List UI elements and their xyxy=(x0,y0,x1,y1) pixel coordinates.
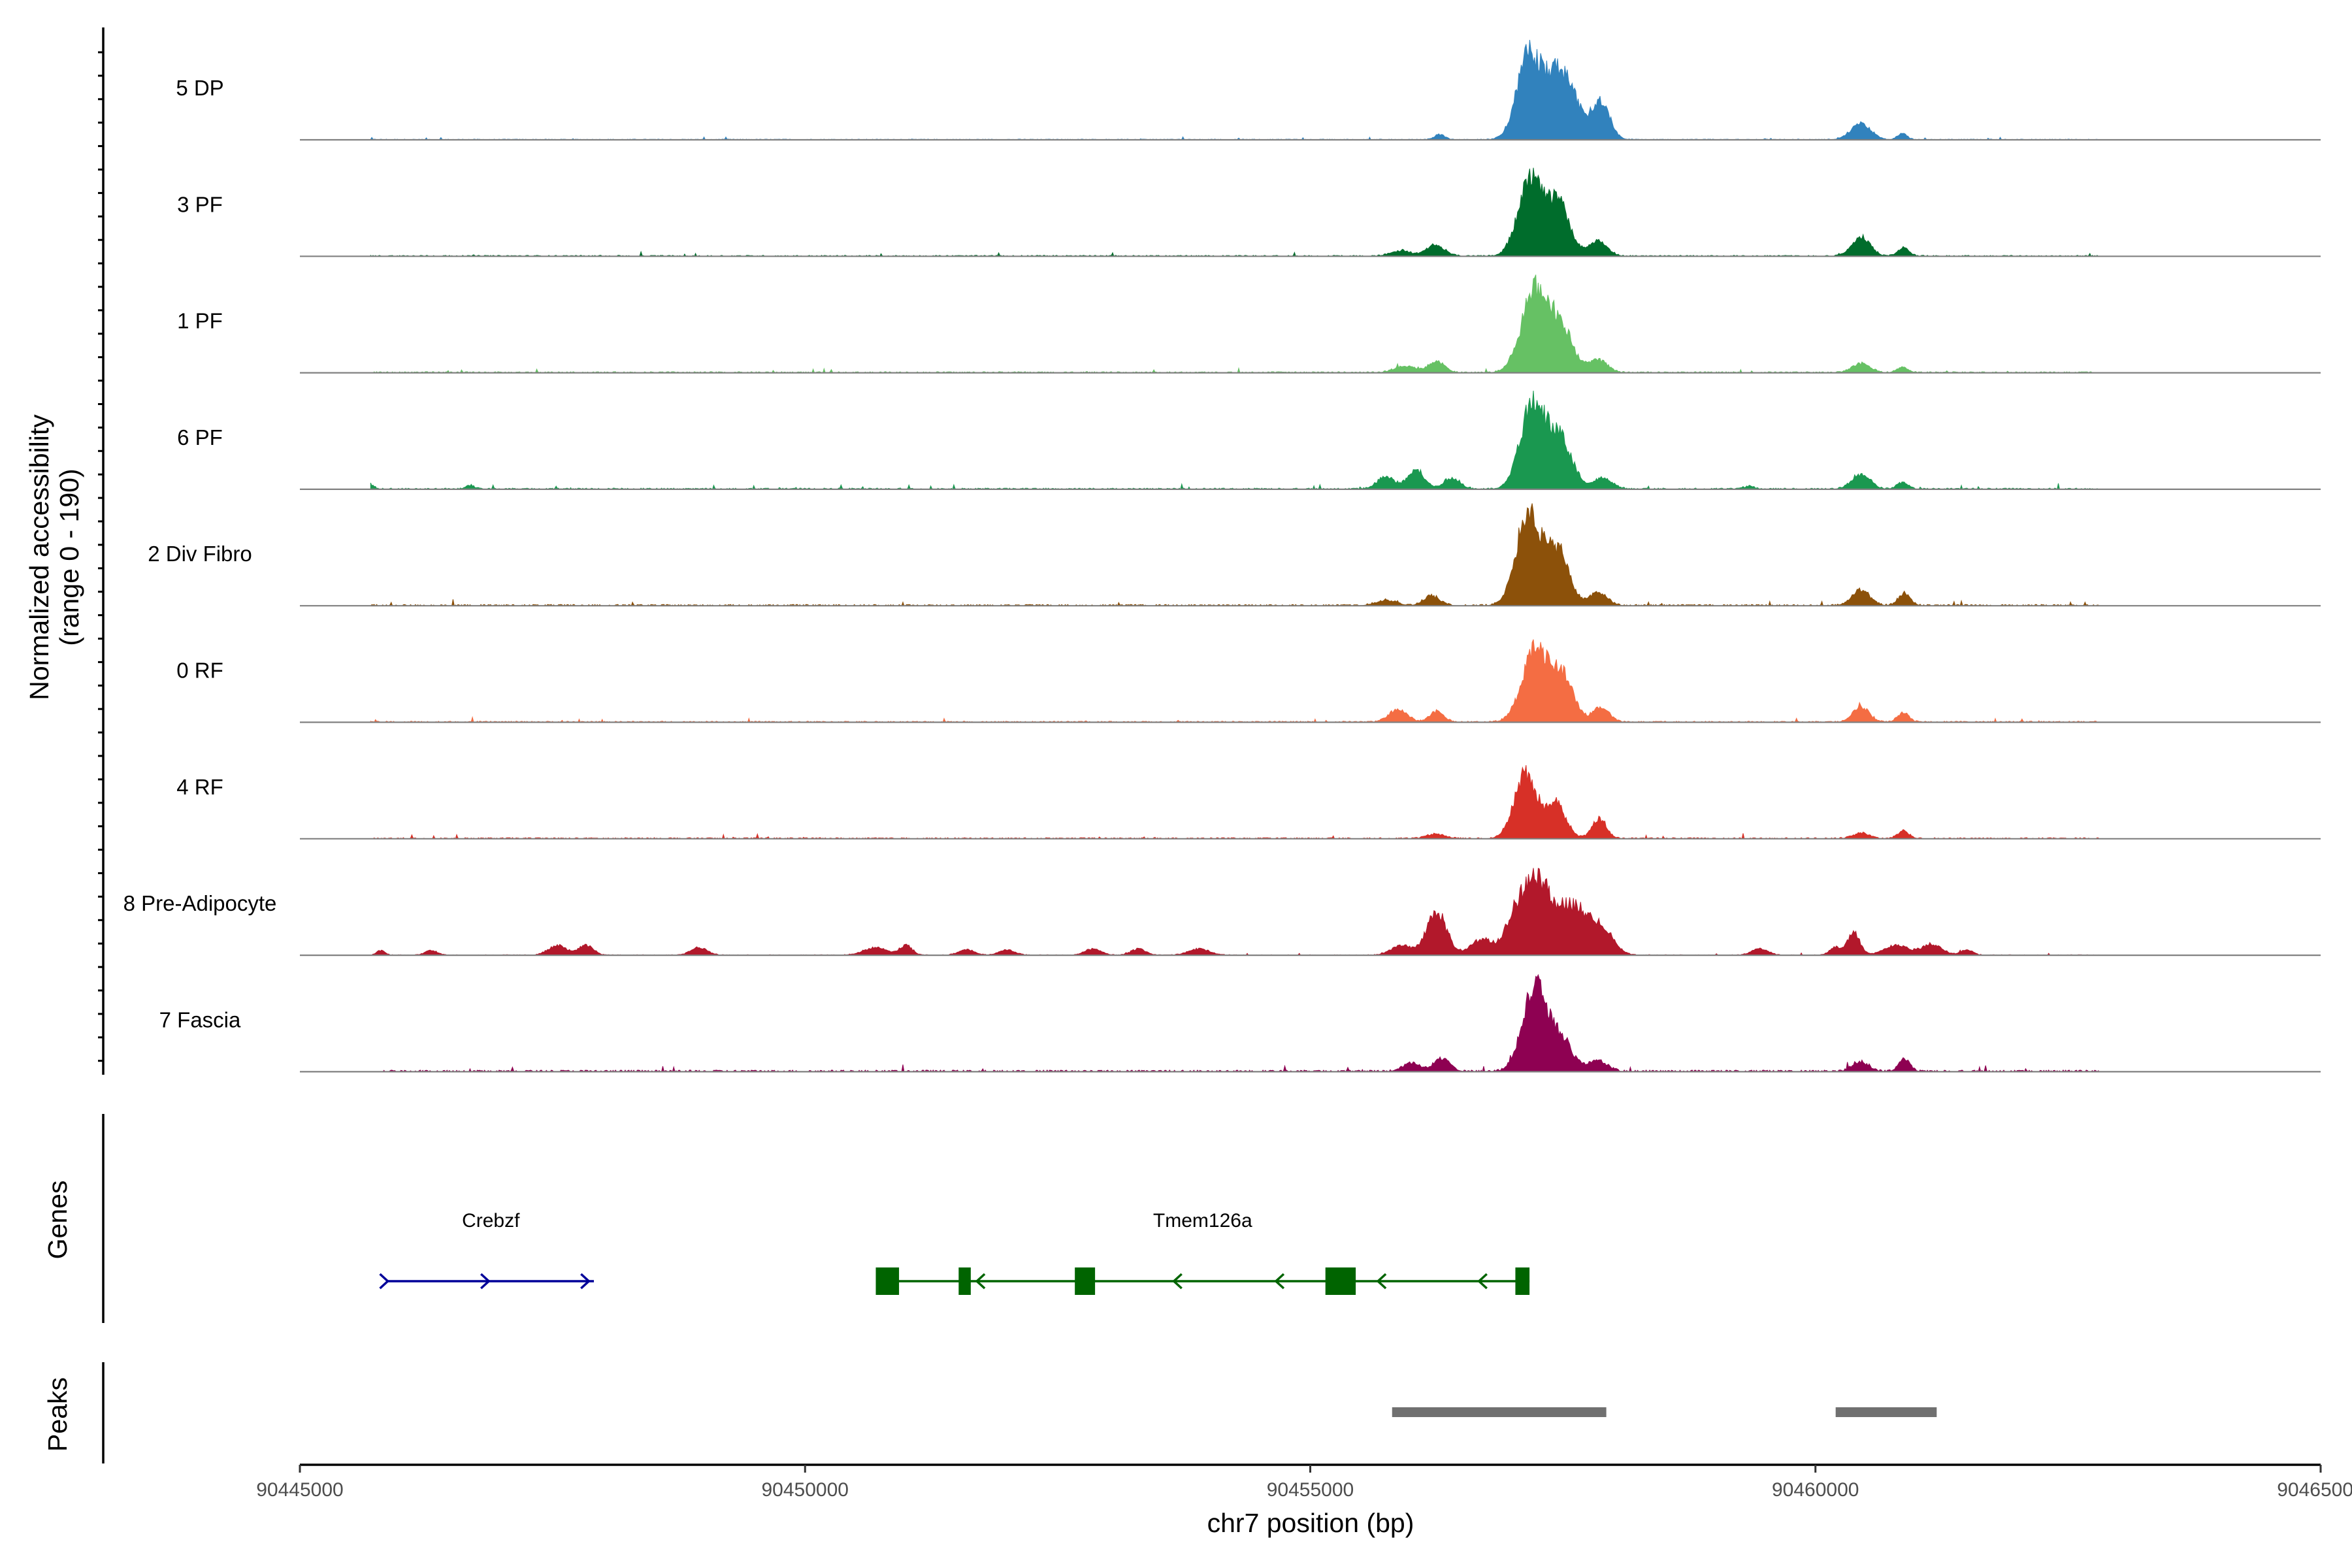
track-8-pre-adipocyte: 8 Pre-Adipocyte xyxy=(123,868,2321,956)
coverage-area xyxy=(370,973,2099,1073)
track-label: 4 RF xyxy=(176,775,223,799)
genes-track: Crebzf Tmem126a xyxy=(379,1210,1530,1295)
coverage-area xyxy=(370,868,2099,956)
track-label: 5 DP xyxy=(176,76,223,100)
coverage-area xyxy=(370,274,2099,374)
gene-exon xyxy=(1515,1267,1530,1295)
y-axis xyxy=(98,27,105,1075)
coverage-area xyxy=(370,390,2100,490)
x-tick-label: 90460000 xyxy=(1772,1479,1859,1501)
strand-arrow xyxy=(1376,1273,1387,1290)
gene-exon xyxy=(1325,1267,1356,1295)
peak-region xyxy=(1835,1407,1937,1417)
track-label: 8 Pre-Adipocyte xyxy=(123,891,277,915)
genes-track-label: Genes xyxy=(42,1181,73,1260)
peaks-track-label: Peaks xyxy=(42,1377,73,1452)
strand-arrow xyxy=(1274,1273,1285,1290)
x-tick-label: 90455000 xyxy=(1267,1479,1354,1501)
gene-name-label: Tmem126a xyxy=(1153,1210,1252,1232)
coverage-tracks: 5 DP 3 PF 1 PF 6 PF 2 Div Fibro 0 RF 4 RF 8 Pre… xyxy=(123,39,2321,1073)
gene-name-label: Crebzf xyxy=(462,1210,520,1232)
track-1-pf: 1 PF xyxy=(177,274,2321,374)
coverage-area xyxy=(370,639,2099,723)
strand-arrow xyxy=(975,1273,986,1290)
gene-tmem126a: Tmem126a xyxy=(875,1210,1530,1295)
peak-region xyxy=(1392,1407,1607,1417)
strand-arrow xyxy=(580,1273,591,1290)
gene-exon xyxy=(1075,1267,1096,1295)
y-axis-title: Normalized accessibility xyxy=(24,414,54,700)
x-tick-label: 90445000 xyxy=(256,1479,343,1501)
y-axis-range: (range 0 - 190) xyxy=(54,468,84,645)
gene-crebzf: Crebzf xyxy=(379,1210,595,1290)
track-label: 0 RF xyxy=(176,659,223,683)
track-5-dp: 5 DP xyxy=(176,39,2321,141)
track-6-pf: 6 PF xyxy=(177,390,2321,491)
coverage-area xyxy=(370,503,2099,607)
track-0-rf: 0 RF xyxy=(176,639,2321,723)
strand-arrow xyxy=(379,1273,390,1290)
track-label: 2 Div Fibro xyxy=(148,542,252,566)
coverage-area xyxy=(370,39,2099,140)
coverage-area xyxy=(370,167,2100,257)
strand-arrow xyxy=(480,1273,491,1290)
x-tick-label: 90450000 xyxy=(762,1479,849,1501)
strand-arrow xyxy=(1477,1273,1488,1290)
gene-exon xyxy=(875,1267,900,1295)
track-label: 1 PF xyxy=(177,309,223,333)
track-7-fascia: 7 Fascia xyxy=(159,973,2321,1073)
gene-exon xyxy=(958,1267,971,1295)
track-label: 6 PF xyxy=(177,425,223,449)
track-label: 7 Fascia xyxy=(159,1007,241,1032)
track-3-pf: 3 PF xyxy=(177,167,2321,257)
peaks-track xyxy=(1392,1407,1937,1417)
track-2-div-fibro: 2 Div Fibro xyxy=(148,503,2321,607)
track-label: 3 PF xyxy=(177,192,223,216)
strand-arrow xyxy=(1172,1273,1183,1290)
x-axis-title: chr7 position (bp) xyxy=(1207,1508,1414,1538)
coverage-area xyxy=(370,765,2099,840)
track-4-rf: 4 RF xyxy=(176,765,2321,840)
x-tick-label: 90465000 xyxy=(2277,1479,2352,1501)
x-axis: 90445000 90450000 90455000 90460000 90465000 xyxy=(256,1463,2352,1501)
